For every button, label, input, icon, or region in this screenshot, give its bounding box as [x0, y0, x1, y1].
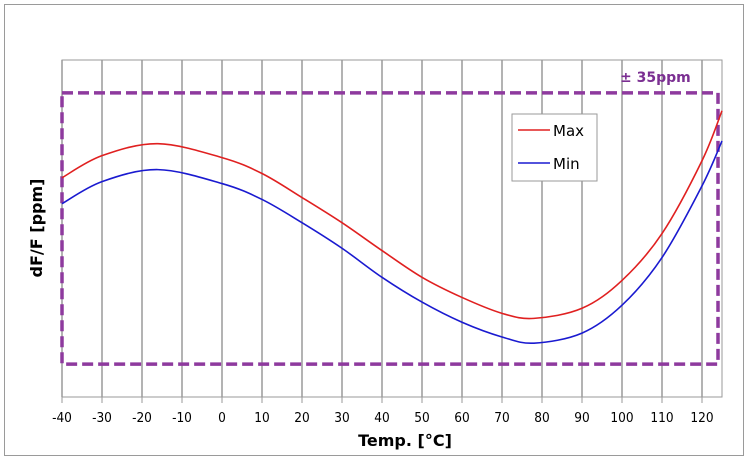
x-ticks: -40 -30 -20 -10 0 10 20 30 40 50 60 70 80 90 100 110 120 — [52, 397, 714, 426]
x-tick-label: 40 — [374, 410, 389, 426]
x-tick-label: 50 — [414, 410, 429, 426]
x-tick-label: 70 — [494, 410, 509, 426]
x-tick-label: 120 — [690, 410, 713, 426]
x-axis-label: Temp. [°C] — [358, 431, 452, 450]
x-tick-label: 30 — [334, 410, 349, 426]
x-tick-label: 90 — [574, 410, 589, 426]
x-tick-label: -10 — [172, 410, 192, 426]
x-tick-label: -20 — [132, 410, 152, 426]
x-tick-label: 10 — [254, 410, 269, 426]
x-tick-label: 20 — [294, 410, 309, 426]
x-tick-label: -30 — [92, 410, 112, 426]
x-tick-label: 110 — [650, 410, 673, 426]
y-axis-label: dF/F [ppm] — [27, 179, 46, 278]
x-tick-label: 60 — [454, 410, 469, 426]
legend: Max Min — [511, 113, 598, 182]
legend-label-min: Min — [553, 155, 580, 173]
series-line-min — [61, 140, 723, 345]
x-tick-label: -40 — [52, 410, 72, 426]
legend-label-max: Max — [553, 122, 584, 140]
gridlines — [61, 60, 703, 397]
series-lines — [61, 110, 723, 345]
x-tick-label: 80 — [534, 410, 549, 426]
x-tick-label: 0 — [218, 410, 226, 426]
tolerance-box — [60, 91, 720, 366]
chart-frame — [4, 4, 744, 456]
plot-area — [61, 59, 723, 398]
tolerance-label: ± 35ppm — [620, 70, 691, 86]
x-tick-label: 100 — [610, 410, 633, 426]
series-line-max — [61, 110, 723, 320]
